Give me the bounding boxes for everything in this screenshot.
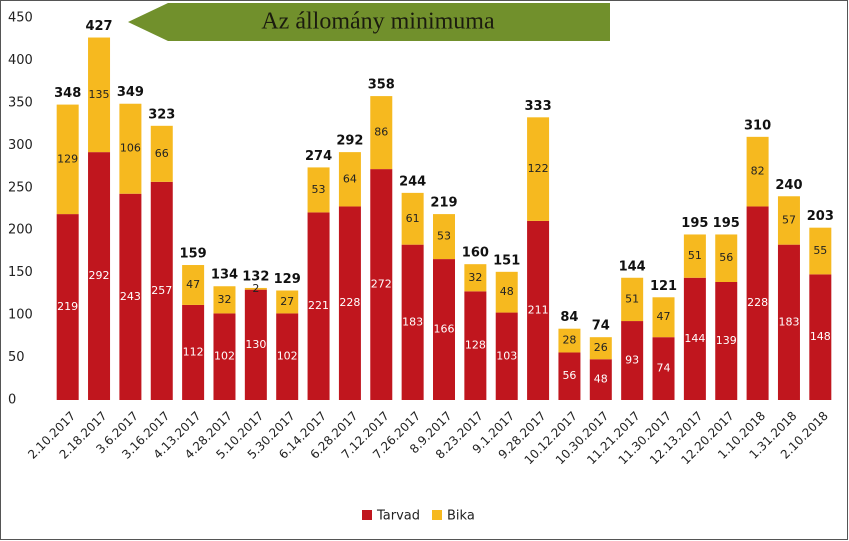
segment-label: 135 [89, 88, 110, 101]
total-label: 160 [462, 246, 489, 261]
total-label: 151 [493, 253, 520, 268]
segment-label: 148 [810, 330, 831, 343]
segment-label: 257 [151, 284, 172, 297]
segment-label: 219 [57, 300, 78, 313]
segment-label: 86 [374, 126, 388, 139]
chart: Az állomány minimuma 0 50 100 150 200 250 300 3… [0, 0, 849, 541]
total-label: 159 [180, 247, 207, 262]
total-label: 292 [336, 134, 363, 149]
y-tick-label: 450 [8, 11, 33, 26]
segment-label: 56 [719, 251, 733, 264]
total-label: 134 [211, 268, 238, 283]
segment-label: 221 [308, 299, 329, 312]
y-tick-label: 200 [8, 223, 33, 238]
segment-label: 53 [437, 230, 451, 243]
segment-label: 130 [245, 338, 266, 351]
total-label: 129 [274, 272, 301, 287]
segment-label: 51 [625, 292, 639, 305]
total-label: 84 [560, 310, 578, 325]
segment-label: 32 [468, 271, 482, 284]
total-label: 348 [54, 86, 81, 101]
segment-label: 55 [813, 244, 827, 257]
segment-label: 47 [657, 310, 671, 323]
segment-label: 103 [496, 349, 517, 362]
segment-label: 56 [562, 369, 576, 382]
segment-label: 64 [343, 172, 357, 185]
y-tick-label: 150 [8, 265, 33, 280]
total-label: 203 [807, 209, 834, 224]
legend-swatch [362, 510, 372, 520]
segment-label: 122 [528, 162, 549, 175]
segment-label: 228 [747, 296, 768, 309]
total-label: 219 [430, 196, 457, 211]
segment-label: 53 [312, 183, 326, 196]
segment-label: 183 [402, 315, 423, 328]
segment-label: 61 [406, 212, 420, 225]
total-label: 244 [399, 174, 426, 189]
total-label: 358 [368, 78, 395, 93]
total-label: 144 [619, 259, 646, 274]
total-label: 195 [681, 216, 708, 231]
segment-label: 183 [778, 315, 799, 328]
segment-label: 211 [528, 303, 549, 316]
legend-swatch [432, 510, 442, 520]
segment-label: 106 [120, 142, 141, 155]
segment-label: 129 [57, 152, 78, 165]
y-tick-label: 300 [8, 138, 33, 153]
segment-label: 139 [716, 334, 737, 347]
legend-label: Tarvad [376, 509, 420, 524]
segment-label: 144 [684, 332, 705, 345]
total-label: 349 [117, 85, 144, 100]
segment-label: 93 [625, 354, 639, 367]
y-tick-label: 0 [8, 393, 16, 408]
segment-label: 74 [657, 362, 671, 375]
segment-label: 27 [280, 295, 294, 308]
segment-label: 66 [155, 147, 169, 160]
segment-label: 292 [89, 269, 110, 282]
segment-label: 272 [371, 278, 392, 291]
total-label: 427 [85, 19, 112, 34]
segment-label: 28 [562, 334, 576, 347]
segment-label: 128 [465, 339, 486, 352]
total-label: 121 [650, 279, 677, 294]
segment-label: 102 [214, 350, 235, 363]
segment-label: 243 [120, 290, 141, 303]
segment-label: 102 [277, 350, 298, 363]
y-tick-label: 400 [8, 53, 33, 68]
total-label: 310 [744, 118, 771, 133]
total-label: 240 [775, 178, 802, 193]
legend-label: Bika [447, 509, 475, 524]
total-label: 333 [525, 99, 552, 114]
segment-label: 48 [500, 285, 514, 298]
segment-label: 166 [434, 323, 455, 336]
total-label: 74 [592, 319, 610, 334]
y-tick-label: 250 [8, 180, 33, 195]
segment-label: 112 [183, 345, 204, 358]
y-tick-label: 50 [8, 350, 25, 365]
total-label: 274 [305, 149, 332, 164]
segment-label: 48 [594, 373, 608, 386]
segment-label: 82 [751, 165, 765, 178]
segment-label: 26 [594, 341, 608, 354]
total-label: 195 [713, 216, 740, 231]
chart-title: Az állomány minimuma [261, 9, 495, 35]
y-tick-label: 350 [8, 95, 33, 110]
segment-label: 51 [688, 249, 702, 262]
y-tick-label: 100 [8, 308, 33, 323]
total-label: 323 [148, 107, 175, 122]
segment-label: 57 [782, 213, 796, 226]
segment-label: 228 [339, 296, 360, 309]
segment-label: 47 [186, 278, 200, 291]
segment-label: 32 [217, 293, 231, 306]
total-label: 132 [242, 269, 269, 284]
